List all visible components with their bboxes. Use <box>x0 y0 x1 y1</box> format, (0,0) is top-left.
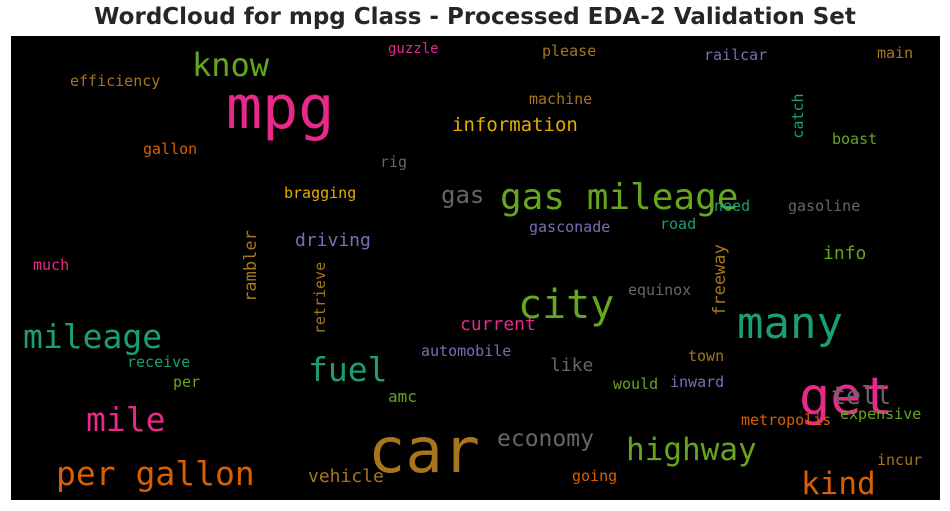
word-gasoline: gasoline <box>788 197 860 215</box>
word-freeway: freeway <box>710 244 730 316</box>
word-metropolis: metropolis <box>741 411 831 429</box>
word-efficiency: efficiency <box>70 72 160 90</box>
word-amc: amc <box>388 387 417 406</box>
word-fuel: fuel <box>308 350 387 389</box>
word-please: please <box>542 42 596 60</box>
word-city: city <box>518 282 614 328</box>
word-info: info <box>823 243 866 264</box>
word-information: information <box>452 114 578 136</box>
word-machine: machine <box>529 90 592 108</box>
word-know: know <box>192 46 270 84</box>
word-mileage: mileage <box>23 317 162 356</box>
word-per: per <box>173 373 200 391</box>
word-need: need <box>714 197 750 215</box>
word-current: current <box>460 314 536 335</box>
word-economy: economy <box>497 426 594 452</box>
word-equinox: equinox <box>628 281 691 299</box>
word-catch: catch <box>789 93 807 138</box>
word-town: town <box>688 347 724 365</box>
word-would: would <box>613 375 658 393</box>
word-rambler: rambler <box>241 230 261 302</box>
word-many: many <box>737 298 843 349</box>
word-much: much <box>33 256 69 274</box>
word-automobile: automobile <box>421 342 511 360</box>
word-incur: incur <box>877 451 922 469</box>
word-like: like <box>550 355 593 376</box>
word-guzzle: guzzle <box>388 41 439 57</box>
word-rig: rig <box>380 153 407 171</box>
word-receive: receive <box>127 353 190 371</box>
word-gasconade: gasconade <box>529 218 610 236</box>
word-get: get <box>799 367 893 427</box>
word-highway: highway <box>626 432 757 468</box>
word-gas: gas <box>441 181 484 209</box>
word-tell: tell <box>831 381 891 410</box>
word-vehicle: vehicle <box>308 466 384 487</box>
word-car: car <box>368 414 480 487</box>
word-going: going <box>572 467 617 485</box>
word-expensive: expensive <box>840 405 921 423</box>
word-railcar: railcar <box>704 46 767 64</box>
chart-title: WordCloud for mpg Class - Processed EDA-… <box>94 4 856 30</box>
word-road: road <box>660 215 696 233</box>
word-per-gallon: per gallon <box>56 454 255 493</box>
word-bragging: bragging <box>284 184 356 202</box>
word-kind: kind <box>801 466 876 500</box>
word-gallon: gallon <box>143 140 197 158</box>
wordcloud-canvas: mpg car get many city gas mileage mileage per g… <box>11 36 940 500</box>
word-mile: mile <box>86 400 165 439</box>
word-gas-mileage: gas mileage <box>500 177 738 218</box>
word-boast: boast <box>832 130 877 148</box>
word-main: main <box>877 44 913 62</box>
word-retrieve: retrieve <box>311 262 329 334</box>
word-inward: inward <box>670 373 724 391</box>
word-driving: driving <box>295 230 371 251</box>
word-mpg: mpg <box>226 73 334 143</box>
wordcloud-svg: mpg car get many city gas mileage mileage per g… <box>23 41 922 500</box>
